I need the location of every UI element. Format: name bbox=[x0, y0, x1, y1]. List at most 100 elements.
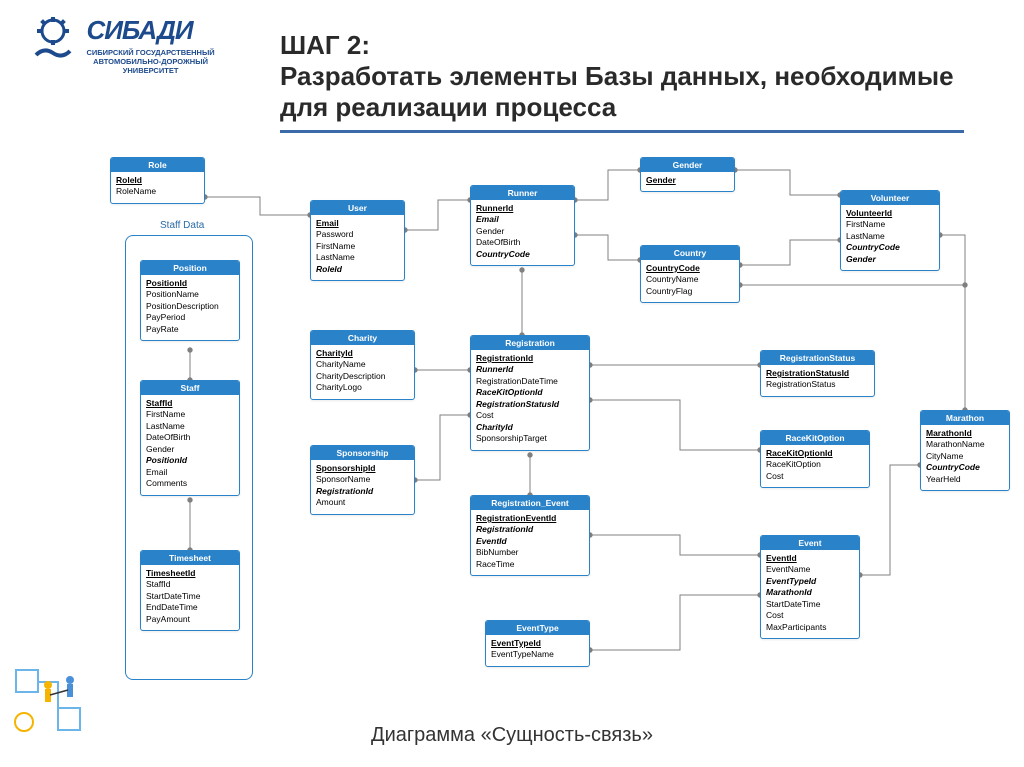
entity-body: MarathonIdMarathonNameCityNameCountryCod… bbox=[921, 425, 1009, 490]
entity-header: Sponsorship bbox=[311, 446, 414, 460]
entity-field: Cost bbox=[476, 410, 584, 421]
entity-body: VolunteerIdFirstNameLastNameCountryCodeG… bbox=[841, 205, 939, 270]
entity-registration: RegistrationRegistrationIdRunnerIdRegist… bbox=[470, 335, 590, 451]
entity-field: RoleId bbox=[316, 264, 399, 275]
entity-body: Gender bbox=[641, 172, 734, 191]
entity-body: RoleIdRoleName bbox=[111, 172, 204, 203]
entity-field: RegistrationStatusId bbox=[476, 399, 584, 410]
entity-field: Gender bbox=[846, 254, 934, 265]
entity-field: FirstName bbox=[146, 409, 234, 420]
entity-field: CharityDescription bbox=[316, 371, 409, 382]
entity-field: LastName bbox=[846, 231, 934, 242]
entity-field: FirstName bbox=[316, 241, 399, 252]
entity-header: Role bbox=[111, 158, 204, 172]
entity-regstatus: RegistrationStatusRegistrationStatusIdRe… bbox=[760, 350, 875, 397]
entity-field: BibNumber bbox=[476, 547, 584, 558]
entity-field: CharityLogo bbox=[316, 382, 409, 393]
entity-racekit: RaceKitOptionRaceKitOptionIdRaceKitOptio… bbox=[760, 430, 870, 488]
entity-field: MarathonId bbox=[926, 428, 1004, 439]
entity-field: PositionName bbox=[146, 289, 234, 300]
entity-field: PositionId bbox=[146, 455, 234, 466]
entity-field: RegistrationId bbox=[316, 486, 409, 497]
entity-field: RegistrationId bbox=[476, 353, 584, 364]
entity-header: Registration_Event bbox=[471, 496, 589, 510]
entity-field: EventTypeId bbox=[766, 576, 854, 587]
entity-field: SponsorshipTarget bbox=[476, 433, 584, 444]
entity-field: Cost bbox=[766, 610, 854, 621]
entity-field: Gender bbox=[646, 175, 729, 186]
entity-header: Staff bbox=[141, 381, 239, 395]
entity-header: Charity bbox=[311, 331, 414, 345]
logo-subtitle: СИБИРСКИЙ ГОСУДАРСТВЕННЫЙ АВТОМОБИЛЬНО-Д… bbox=[86, 48, 214, 75]
entity-runner: RunnerRunnerIdEmailGenderDateOfBirthCoun… bbox=[470, 185, 575, 266]
entity-field: MarathonName bbox=[926, 439, 1004, 450]
entity-header: Country bbox=[641, 246, 739, 260]
page-title: ШАГ 2: Разработать элементы Базы данных,… bbox=[280, 30, 964, 124]
entity-field: CityName bbox=[926, 451, 1004, 462]
entity-header: Marathon bbox=[921, 411, 1009, 425]
entity-field: RegistrationStatus bbox=[766, 379, 869, 390]
entity-body: EmailPasswordFirstNameLastNameRoleId bbox=[311, 215, 404, 280]
entity-body: SponsorshipIdSponsorNameRegistrationIdAm… bbox=[311, 460, 414, 514]
entity-field: Password bbox=[316, 229, 399, 240]
entity-field: Amount bbox=[316, 497, 409, 508]
entity-field: Email bbox=[146, 467, 234, 478]
entity-field: EventId bbox=[476, 536, 584, 547]
entity-eventtype: EventTypeEventTypeIdEventTypeName bbox=[485, 620, 590, 667]
entity-field: EventName bbox=[766, 564, 854, 575]
entity-field: MarathonId bbox=[766, 587, 854, 598]
entity-field: RoleName bbox=[116, 186, 199, 197]
entity-header: Volunteer bbox=[841, 191, 939, 205]
entity-staff: StaffStaffIdFirstNameLastNameDateOfBirth… bbox=[140, 380, 240, 496]
entity-field: PayPeriod bbox=[146, 312, 234, 323]
title-divider bbox=[280, 130, 964, 133]
entity-field: RunnerId bbox=[476, 203, 569, 214]
entity-field: Gender bbox=[146, 444, 234, 455]
entity-field: TimesheetId bbox=[146, 568, 234, 579]
gear-icon bbox=[30, 15, 76, 66]
entity-field: CountryCode bbox=[926, 462, 1004, 473]
entity-field: YearHeld bbox=[926, 474, 1004, 485]
entity-header: Timesheet bbox=[141, 551, 239, 565]
entity-header: RegistrationStatus bbox=[761, 351, 874, 365]
entity-field: StaffId bbox=[146, 398, 234, 409]
entity-body: CharityIdCharityNameCharityDescriptionCh… bbox=[311, 345, 414, 399]
entity-header: Position bbox=[141, 261, 239, 275]
entity-header: EventType bbox=[486, 621, 589, 635]
entity-body: CountryCodeCountryNameCountryFlag bbox=[641, 260, 739, 302]
entity-field: RaceKitOption bbox=[766, 459, 864, 470]
entity-field: RaceTime bbox=[476, 559, 584, 570]
entity-field: LastName bbox=[316, 252, 399, 263]
entity-body: RegistrationIdRunnerIdRegistrationDateTi… bbox=[471, 350, 589, 450]
entity-field: MaxParticipants bbox=[766, 622, 854, 633]
entity-field: StartDateTime bbox=[146, 591, 234, 602]
entity-field: Comments bbox=[146, 478, 234, 489]
entity-header: User bbox=[311, 201, 404, 215]
entity-field: CharityId bbox=[316, 348, 409, 359]
entity-country: CountryCountryCodeCountryNameCountryFlag bbox=[640, 245, 740, 303]
group-label: Staff Data bbox=[160, 220, 204, 231]
entity-user: UserEmailPasswordFirstNameLastNameRoleId bbox=[310, 200, 405, 281]
entity-field: RaceKitOptionId bbox=[476, 387, 584, 398]
entity-field: CountryFlag bbox=[646, 286, 734, 297]
entity-charity: CharityCharityIdCharityNameCharityDescri… bbox=[310, 330, 415, 400]
entity-field: LastName bbox=[146, 421, 234, 432]
entity-field: EventTypeId bbox=[491, 638, 584, 649]
entity-field: CharityName bbox=[316, 359, 409, 370]
entity-body: RegistrationStatusIdRegistrationStatus bbox=[761, 365, 874, 396]
entity-position: PositionPositionIdPositionNamePositionDe… bbox=[140, 260, 240, 341]
entity-field: CharityId bbox=[476, 422, 584, 433]
entity-field: EndDateTime bbox=[146, 602, 234, 613]
entity-body: EventTypeIdEventTypeName bbox=[486, 635, 589, 666]
entity-field: Cost bbox=[766, 471, 864, 482]
entity-field: PositionId bbox=[146, 278, 234, 289]
entity-field: VolunteerId bbox=[846, 208, 934, 219]
entity-header: Event bbox=[761, 536, 859, 550]
entity-field: PayRate bbox=[146, 324, 234, 335]
entity-field: RaceKitOptionId bbox=[766, 448, 864, 459]
entity-header: Runner bbox=[471, 186, 574, 200]
entity-field: CountryCode bbox=[646, 263, 734, 274]
entity-header: Registration bbox=[471, 336, 589, 350]
entity-body: RegistrationEventIdRegistrationIdEventId… bbox=[471, 510, 589, 575]
logo-brand: СИБАДИ bbox=[86, 15, 214, 46]
